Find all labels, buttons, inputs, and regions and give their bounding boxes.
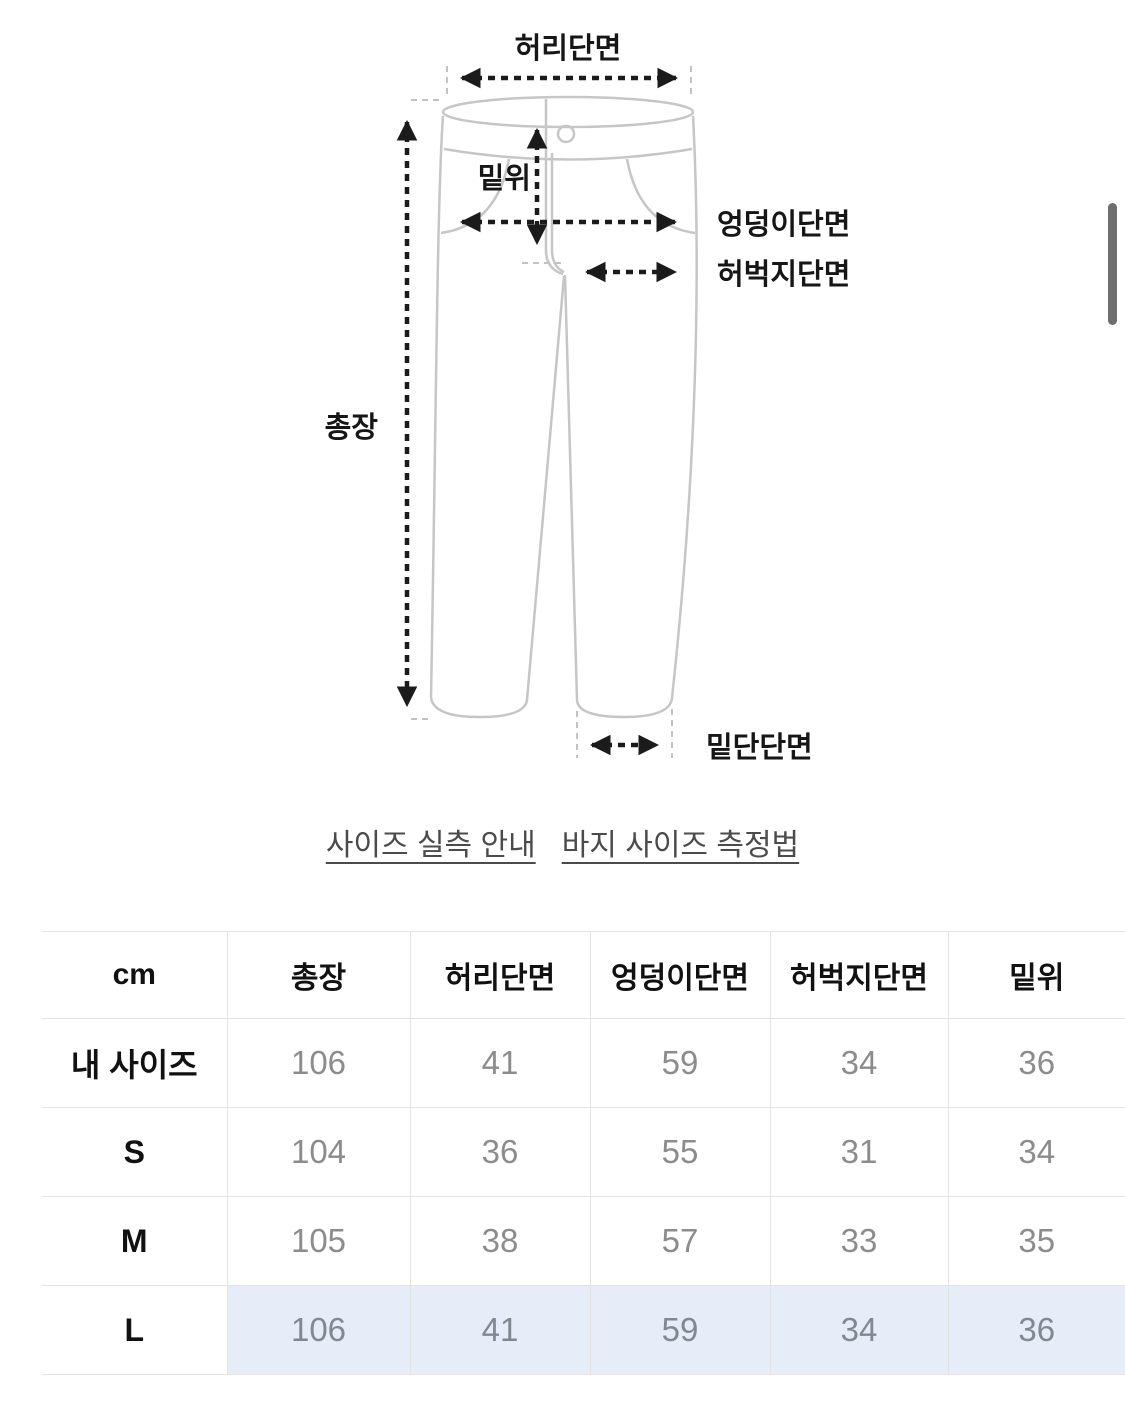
cell-value: 59 (589, 1285, 771, 1375)
cell-value: 41 (409, 1018, 591, 1108)
size-links-row: 사이즈 실측 안내 바지 사이즈 측정법 (0, 820, 1125, 864)
size-table-header-row: cm 총장 허리단면 엉덩이단면 허벅지단면 밑위 (42, 931, 1125, 1019)
cell-value: 34 (769, 1285, 949, 1375)
scrollbar-thumb[interactable] (1108, 203, 1117, 325)
cell-value: 104 (226, 1107, 411, 1197)
cell-value: 41 (409, 1285, 591, 1375)
table-row-l-selected: L 106 41 59 34 36 (42, 1285, 1125, 1375)
cell-value: 106 (226, 1018, 411, 1108)
pants-outline (429, 95, 698, 719)
cell-value: 55 (589, 1107, 771, 1197)
cell-value: 35 (947, 1196, 1125, 1286)
size-guide-link[interactable]: 사이즈 실측 안내 (325, 829, 536, 862)
row-label-s: S (42, 1107, 228, 1197)
cell-value: 38 (409, 1196, 591, 1286)
row-label-my-size: 내 사이즈 (42, 1018, 228, 1108)
col-header-thigh: 허벅지단면 (769, 931, 949, 1019)
cell-value: 34 (769, 1018, 949, 1108)
waist-label: 허리단면 (515, 32, 622, 65)
row-label-l: L (42, 1285, 228, 1375)
unit-header-cell: cm (42, 931, 228, 1019)
table-row-m: M 105 38 57 33 35 (42, 1196, 1125, 1286)
pants-measurement-diagram: 허리단면 밑위 엉덩이단면 허벅지단면 총장 밑단단면 (325, 32, 851, 764)
cell-value: 31 (769, 1107, 949, 1197)
guide-lines (411, 66, 692, 758)
size-table: cm 총장 허리단면 엉덩이단면 허벅지단면 밑위 내 사이즈 106 41 5… (42, 931, 1125, 1375)
hip-label: 엉덩이단면 (717, 208, 850, 241)
col-header-hip: 엉덩이단면 (589, 931, 771, 1019)
cell-value: 59 (589, 1018, 771, 1108)
cell-value: 106 (226, 1285, 411, 1375)
cell-value: 105 (226, 1196, 411, 1286)
row-label-m: M (42, 1196, 228, 1286)
thigh-label: 허벅지단면 (717, 258, 850, 291)
table-row-s: S 104 36 55 31 34 (42, 1107, 1125, 1197)
cell-value: 57 (589, 1196, 771, 1286)
cell-value: 36 (409, 1107, 591, 1197)
measure-method-link[interactable]: 바지 사이즈 측정법 (561, 829, 800, 862)
pants-diagram-svg: 허리단면 밑위 엉덩이단면 허벅지단면 총장 밑단단면 (325, 32, 851, 764)
hem-label: 밑단단면 (706, 731, 813, 764)
length-label: 총장 (325, 411, 379, 444)
col-header-waist: 허리단면 (409, 931, 591, 1019)
cell-value: 36 (947, 1285, 1125, 1375)
cell-value: 33 (769, 1196, 949, 1286)
cell-value: 34 (947, 1107, 1125, 1197)
col-header-rise: 밑위 (947, 931, 1125, 1019)
rise-label: 밑위 (478, 162, 531, 195)
table-row-my-size: 내 사이즈 106 41 59 34 36 (42, 1018, 1125, 1108)
col-header-length: 총장 (226, 931, 411, 1019)
cell-value: 36 (947, 1018, 1125, 1108)
